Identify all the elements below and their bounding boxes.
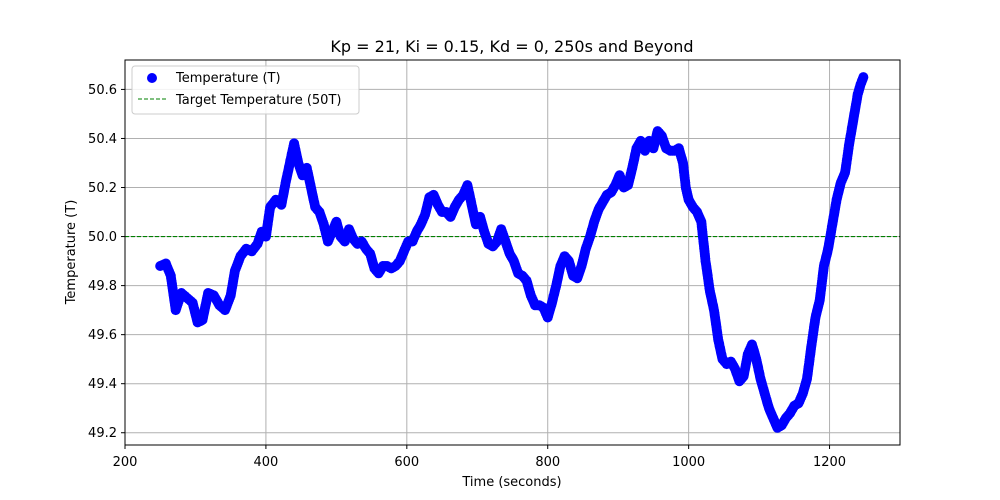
x-tick-label: 200 <box>113 455 138 470</box>
y-tick-label: 50.0 <box>88 230 117 245</box>
data-point <box>858 72 869 83</box>
x-axis-ticks: 200 400 600 800 1000 1200 <box>113 445 846 470</box>
x-tick-label: 600 <box>394 455 419 470</box>
legend-label-temperature: Temperature (T) <box>175 71 281 86</box>
x-axis-label: Time (seconds) <box>461 475 561 490</box>
y-tick-label: 50.2 <box>88 181 117 196</box>
x-tick-label: 1000 <box>672 455 705 470</box>
chart-title: Kp = 21, Ki = 0.15, Kd = 0, 250s and Bey… <box>330 37 693 56</box>
y-tick-label: 50.6 <box>88 83 117 98</box>
legend-marker-temperature <box>147 73 157 83</box>
legend-label-target: Target Temperature (50T) <box>175 93 341 108</box>
y-axis-label: Temperature (T) <box>64 200 79 306</box>
plot-frame <box>124 59 901 446</box>
legend-box <box>131 65 360 115</box>
x-tick-label: 800 <box>535 455 560 470</box>
x-tick-label: 1200 <box>813 455 846 470</box>
y-tick-label: 49.4 <box>88 377 117 392</box>
y-tick-label: 49.2 <box>88 426 117 441</box>
y-tick-label: 50.4 <box>88 132 117 147</box>
data-points <box>155 72 869 433</box>
legend: Temperature (T) Target Temperature (50T) <box>131 65 360 115</box>
x-tick-label: 400 <box>253 455 278 470</box>
y-tick-label: 49.6 <box>88 328 117 343</box>
y-axis-ticks: 49.2 49.4 49.6 49.8 50.0 50.2 50.4 50.6 <box>88 83 125 441</box>
y-tick-label: 49.8 <box>88 279 117 294</box>
